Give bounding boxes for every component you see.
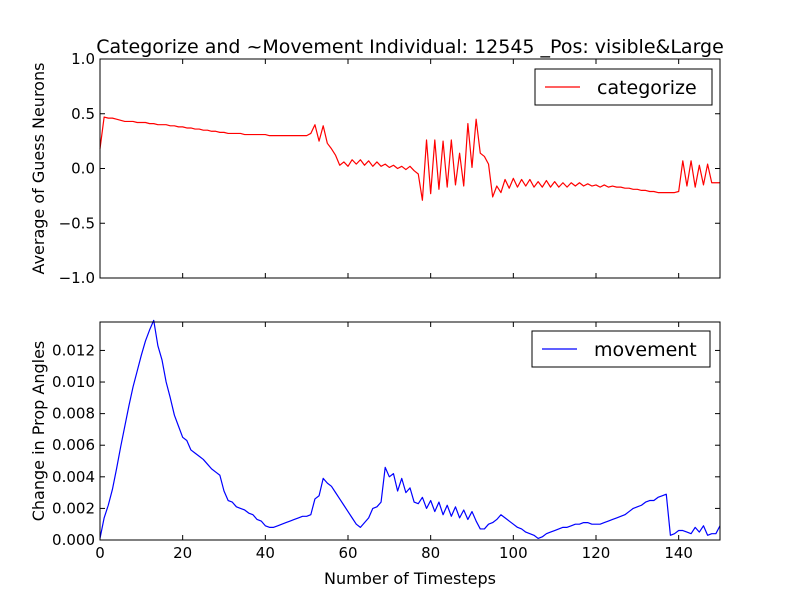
y-tick-label: 0.0 <box>71 160 95 178</box>
legend: categorize <box>534 68 713 106</box>
legend-label-categorize: categorize <box>597 77 697 99</box>
y-axis-title: Average of Guess Neurons <box>29 63 48 275</box>
x-tick-label: 40 <box>256 544 275 562</box>
x-tick-label: 80 <box>421 544 440 562</box>
series-line-movement <box>99 319 721 540</box>
y-tick-label: 0.002 <box>52 499 95 517</box>
chart-title: Categorize and ~Movement Individual: 125… <box>96 36 724 58</box>
series-line-categorize <box>99 116 720 201</box>
panel-2: 0 20 40 60 80 100 120 140 0.000 0.002 0.004 0.006 0.… <box>29 319 721 588</box>
y-tick-label: 0.010 <box>52 373 95 391</box>
plot-frame <box>99 321 721 541</box>
y-tick-label: 1.0 <box>71 50 95 68</box>
x-tick-label: 60 <box>338 544 357 562</box>
y-tick-label: −0.5 <box>59 214 95 232</box>
y-tick-label: 0.5 <box>71 105 95 123</box>
y-tick-label: 0.008 <box>52 405 95 423</box>
x-tick-label: 20 <box>173 544 192 562</box>
legend-box <box>534 68 713 106</box>
x-tick-label: 120 <box>582 544 611 562</box>
y-tick-label: −1.0 <box>59 269 95 287</box>
panel-1: −1.0 −0.5 0.0 0.5 1.0 Average of Guess Neuron… <box>29 50 721 287</box>
y-tick-label: 0.006 <box>52 436 95 454</box>
x-axis-title: Number of Timesteps <box>324 569 496 588</box>
legend-label-movement: movement <box>594 339 697 361</box>
y-tick-label: 0.012 <box>52 341 95 359</box>
y-axis-title: Change in Prop Angles <box>29 341 48 522</box>
legend: movement <box>531 330 711 368</box>
x-tick-label: 140 <box>664 544 693 562</box>
y-tick-label: 0.000 <box>52 531 95 549</box>
x-tick-label: 100 <box>499 544 528 562</box>
y-tick-label: 0.004 <box>52 468 95 486</box>
x-tick-label: 0 <box>95 544 105 562</box>
